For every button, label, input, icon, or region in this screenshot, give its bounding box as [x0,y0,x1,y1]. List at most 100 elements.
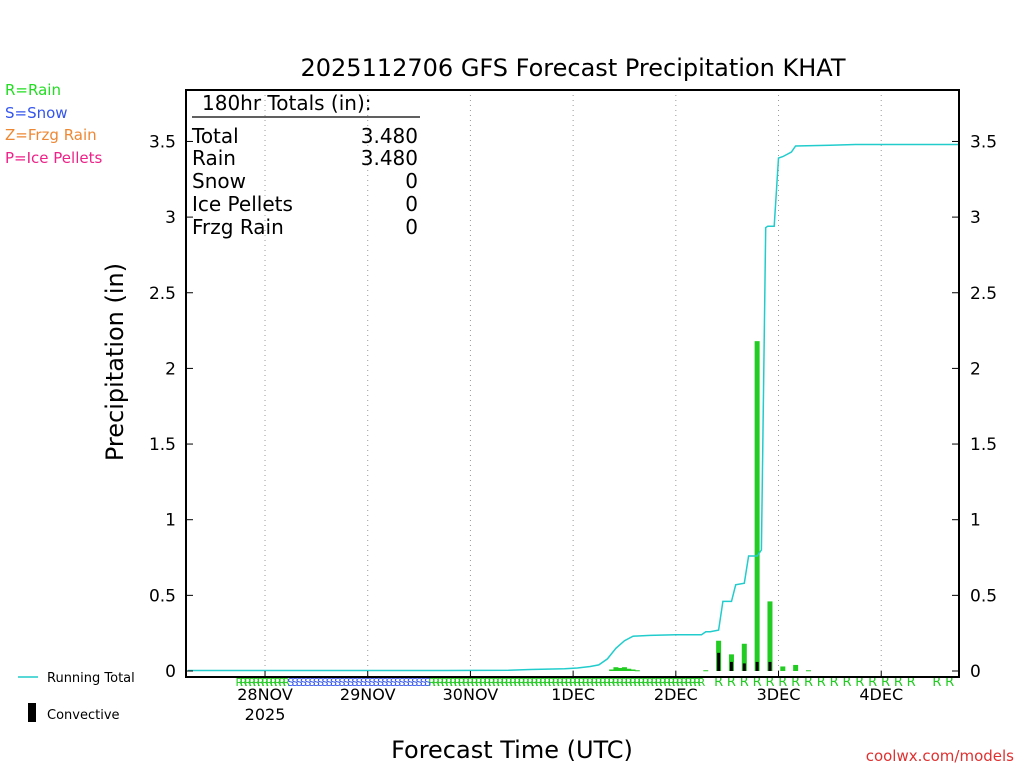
ptype-rain-letter: R [842,675,851,690]
ptype-rain-marker: R [595,676,603,689]
ptype-snow-marker: S [360,676,367,689]
ptype-rain-marker: R [527,676,535,689]
ptype-rain-marker: R [698,676,706,689]
ptype-rain-letter: R [740,675,749,690]
ptype-rain-marker: R [441,676,449,689]
ptype-rain-marker: R [484,676,492,689]
ptype-snow-marker: S [317,676,324,689]
ptype-snow-marker: S [403,676,410,689]
ptype-rain-marker: R [685,676,693,689]
ptype-rain-marker: R [454,676,462,689]
precip-bar [754,341,760,671]
ptype-rain-marker: R [591,676,599,689]
ptype-snow-marker: S [309,676,316,689]
ptype-rain-marker: R [236,676,244,689]
ptype-rain-letter: R [932,675,941,690]
ptype-rain-marker: R [599,676,607,689]
x-tick-label: 30NOV [443,685,499,704]
x-tick-label: 2DEC [654,685,698,704]
x-tick-label: 3DEC [757,685,801,704]
ptype-rain-marker: R [659,676,667,689]
precip-bar [609,669,615,671]
ptype-snow-marker: S [313,676,320,689]
ptype-rain-marker: R [672,676,680,689]
ptype-rain-marker: R [240,676,248,689]
ptype-snow-marker: S [326,676,333,689]
totals-label-frzg-rain: Frzg Rain [192,215,284,239]
ptype-rain-marker: R [492,676,500,689]
ptype-rain-marker: R [676,676,684,689]
ptype-rain-marker: R [449,676,457,689]
totals-box: 180hr Totals (in): Total 3.480 Rain 3.48… [191,91,420,239]
y-tick-label-right: 0 [970,662,981,682]
ptype-rain-marker: R [257,676,265,689]
ptype-rain-letter: R [765,675,774,690]
ptype-rain-marker: R [522,676,530,689]
ptype-rain-marker: R [646,676,654,689]
ptype-legend-ice-pellets: P=Ice Pellets [5,149,102,167]
ptype-legend-frzg-rain: Z=Frzg Rain [5,126,97,144]
x-tick-label: 1DEC [551,685,595,704]
ptype-rain-letter: R [855,675,864,690]
ptype-rain-marker: R [625,676,633,689]
ptype-rain-marker: R [544,676,552,689]
ptype-snow-marker: S [381,676,388,689]
ptype-rain-letter: R [894,675,903,690]
precip-bar [613,667,619,671]
ptype-rain-marker: R [616,676,624,689]
ptype-snow-marker: S [321,676,328,689]
y-tick-label-left: 3 [165,208,176,228]
ptype-snow-marker: S [291,676,298,689]
ptype-rain-marker: R [633,676,641,689]
x-tick-label: 28NOV [237,685,293,704]
ptype-rain-letter: R [945,675,954,690]
ptype-rain-letter: R [727,675,736,690]
y-tick-label-left: 2 [165,359,176,379]
totals-value-rain: 3.480 [361,146,418,170]
precip-bar [780,666,786,671]
ptype-snow-marker: S [424,676,431,689]
ptype-rain-marker: R [274,676,282,689]
totals-value-frzg-rain: 0 [405,215,418,239]
ptype-snow-marker: S [339,676,346,689]
precip-bar [805,670,811,672]
credit-text: coolwx.com/models [866,747,1014,765]
precip-bar [630,669,636,671]
ptype-snow-marker: S [420,676,427,689]
ptype-snow-marker: S [296,676,303,689]
x-tick-label: 4DEC [859,685,903,704]
ptype-legend: R=Rain S=Snow Z=Frzg Rain P=Ice Pellets [5,81,102,167]
ptype-rain-marker: R [283,676,291,689]
ptype-rain-letter: R [804,675,813,690]
ptype-rain-marker: R [437,676,445,689]
ptype-rain-marker: R [505,676,513,689]
ptype-rain-marker: R [428,676,436,689]
ptype-rain-marker: R [638,676,646,689]
ptype-rain-marker: R [432,676,440,689]
ptype-rain-letter: R [778,675,787,690]
ptype-rain-marker: R [497,676,505,689]
y-axis-ticks: 0 00.5 0.51 11.5 1.52 22.5 2.53 33.5 3.5 [149,132,997,682]
precip-bar [634,670,640,672]
y-tick-label-right: 1.5 [970,435,997,455]
ptype-snow-marker: S [300,676,307,689]
ptype-rain-marker: R [535,676,543,689]
y-tick-label-right: 3 [970,208,981,228]
ptype-rain-marker: R [509,676,517,689]
ptype-rain-marker: R [548,676,556,689]
y-tick-label-right: 2 [970,359,981,379]
y-tick-label-left: 1.5 [149,435,176,455]
ptype-rain-marker: R [574,676,582,689]
y-tick-label-right: 0.5 [970,586,997,606]
ptype-snow-marker: S [343,676,350,689]
totals-label-rain: Rain [192,146,236,170]
ptype-rain-marker: R [612,676,620,689]
ptype-snow-marker: S [304,676,311,689]
ptype-legend-snow: S=Snow [5,104,68,122]
ptype-rain-marker: R [651,676,659,689]
ptype-rain-letter: R [868,675,877,690]
ptype-rain-marker: R [668,676,676,689]
chart-title: 2025112706 GFS Forecast Precipitation KH… [301,54,846,82]
y-tick-label-right: 1 [970,511,981,531]
